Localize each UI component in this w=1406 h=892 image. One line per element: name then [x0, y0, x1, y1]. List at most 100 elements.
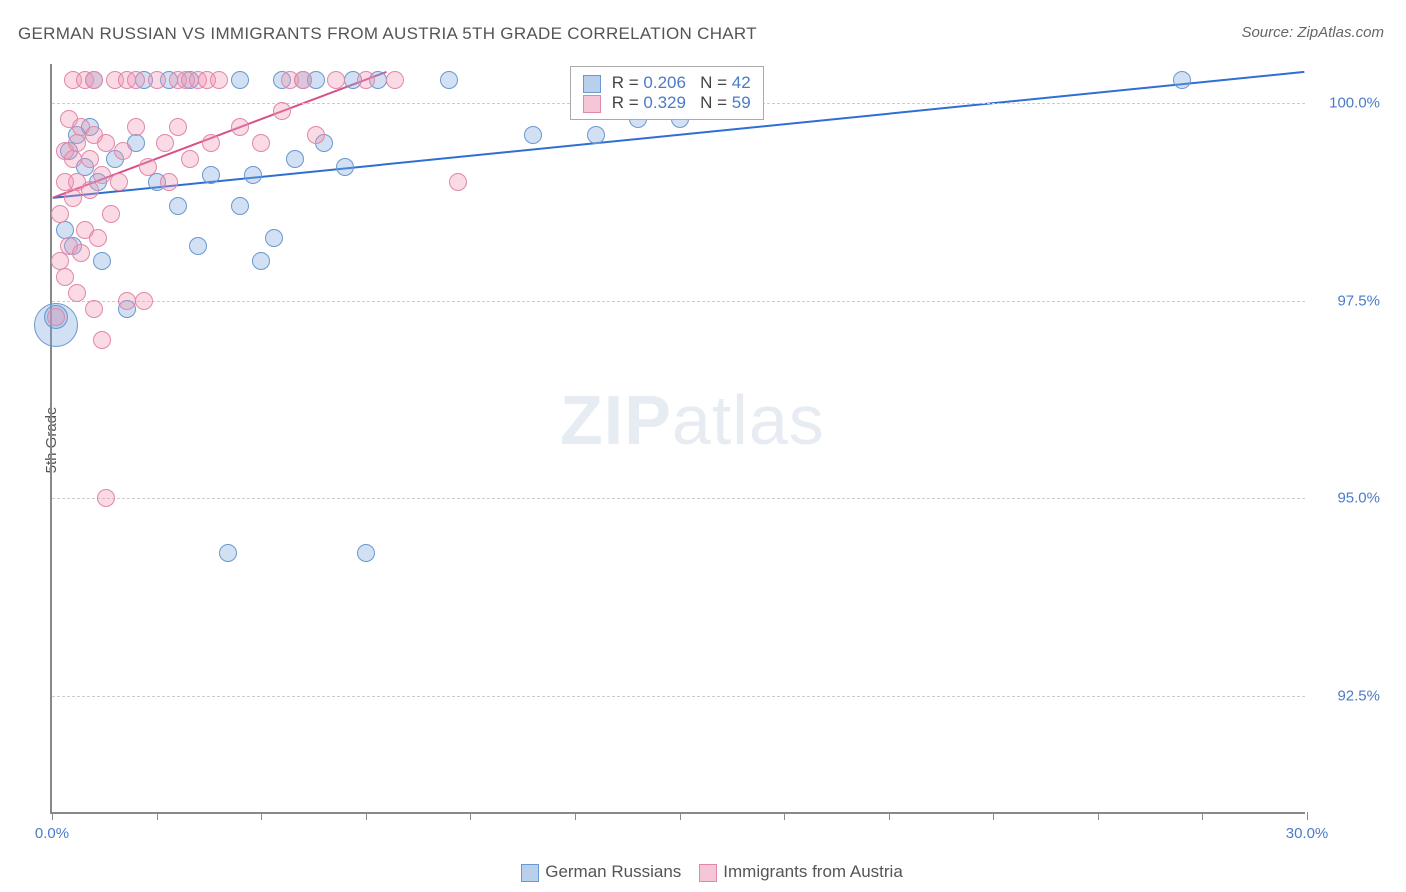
scatter-point [85, 300, 103, 318]
correlation-info-box: R = 0.206 N = 42 R = 0.329 N = 59 [570, 66, 764, 120]
trend-lines-svg [52, 64, 1305, 812]
scatter-point [64, 150, 82, 168]
scatter-point [127, 118, 145, 136]
y-tick-label: 100.0% [1329, 95, 1380, 112]
x-tick [1202, 812, 1203, 820]
scatter-point [118, 292, 136, 310]
scatter-point [51, 205, 69, 223]
scatter-point [102, 205, 120, 223]
scatter-point [357, 544, 375, 562]
scatter-point [336, 158, 354, 176]
scatter-point [524, 126, 542, 144]
n-label: N = [700, 93, 727, 112]
n-value: 59 [732, 93, 751, 112]
r-label: R = [612, 73, 639, 92]
scatter-point [286, 150, 304, 168]
y-tick-label: 92.5% [1337, 687, 1380, 704]
scatter-point [252, 134, 270, 152]
r-value: 0.206 [643, 73, 686, 92]
legend-swatch [583, 75, 601, 93]
scatter-point [93, 331, 111, 349]
gridline-h [52, 301, 1305, 302]
scatter-point [127, 71, 145, 89]
scatter-point [81, 150, 99, 168]
scatter-point [273, 102, 291, 120]
x-tick [680, 812, 681, 820]
scatter-point [244, 166, 262, 184]
scatter-point [181, 150, 199, 168]
chart-title: GERMAN RUSSIAN VS IMMIGRANTS FROM AUSTRI… [18, 24, 757, 44]
scatter-point [231, 197, 249, 215]
legend-swatch [699, 864, 717, 882]
scatter-point [327, 71, 345, 89]
scatter-point [449, 173, 467, 191]
scatter-point [587, 126, 605, 144]
scatter-point [56, 268, 74, 286]
scatter-point [160, 173, 178, 191]
n-label: N = [700, 73, 727, 92]
gridline-h [52, 696, 1305, 697]
scatter-point [93, 252, 111, 270]
scatter-point [440, 71, 458, 89]
scatter-point [189, 237, 207, 255]
scatter-point [252, 252, 270, 270]
scatter-point [93, 166, 111, 184]
r-value: 0.329 [643, 93, 686, 112]
scatter-point [169, 118, 187, 136]
x-tick-label: 30.0% [1286, 825, 1329, 842]
scatter-point [47, 308, 65, 326]
scatter-point [169, 197, 187, 215]
scatter-point [68, 134, 86, 152]
scatter-point [210, 71, 228, 89]
scatter-point [64, 189, 82, 207]
x-tick [784, 812, 785, 820]
scatter-point [265, 229, 283, 247]
n-value: 42 [732, 73, 751, 92]
scatter-point [202, 166, 220, 184]
scatter-point [202, 134, 220, 152]
scatter-point [219, 544, 237, 562]
y-tick-label: 95.0% [1337, 490, 1380, 507]
scatter-point [89, 229, 107, 247]
scatter-point [307, 126, 325, 144]
scatter-point [97, 489, 115, 507]
x-tick [470, 812, 471, 820]
scatter-point [135, 292, 153, 310]
scatter-point [294, 71, 312, 89]
x-tick [261, 812, 262, 820]
x-tick [993, 812, 994, 820]
info-row: R = 0.206 N = 42 [583, 73, 751, 93]
scatter-point [231, 71, 249, 89]
legend-label: German Russians [545, 862, 681, 881]
x-tick-label: 0.0% [35, 825, 69, 842]
scatter-point [357, 71, 375, 89]
scatter-point [97, 134, 115, 152]
x-tick [575, 812, 576, 820]
r-label: R = [612, 93, 639, 112]
x-tick [1098, 812, 1099, 820]
legend-label: Immigrants from Austria [723, 862, 903, 881]
scatter-point [110, 173, 128, 191]
scatter-point [114, 142, 132, 160]
y-tick-label: 97.5% [1337, 292, 1380, 309]
legend: German Russians Immigrants from Austria [0, 862, 1406, 882]
scatter-point [156, 134, 174, 152]
scatter-point [386, 71, 404, 89]
legend-swatch [583, 95, 601, 113]
x-tick [366, 812, 367, 820]
scatter-point [81, 181, 99, 199]
scatter-point [1173, 71, 1191, 89]
scatter-point [148, 71, 166, 89]
x-tick [52, 812, 53, 820]
scatter-point [85, 71, 103, 89]
scatter-point [72, 244, 90, 262]
legend-swatch [521, 864, 539, 882]
x-tick [157, 812, 158, 820]
scatter-point [231, 118, 249, 136]
x-tick [889, 812, 890, 820]
scatter-plot: 92.5%95.0%97.5%100.0%0.0%30.0% [50, 64, 1305, 814]
scatter-point [139, 158, 157, 176]
info-row: R = 0.329 N = 59 [583, 93, 751, 113]
source-label: Source: ZipAtlas.com [1241, 24, 1384, 41]
x-tick [1307, 812, 1308, 820]
